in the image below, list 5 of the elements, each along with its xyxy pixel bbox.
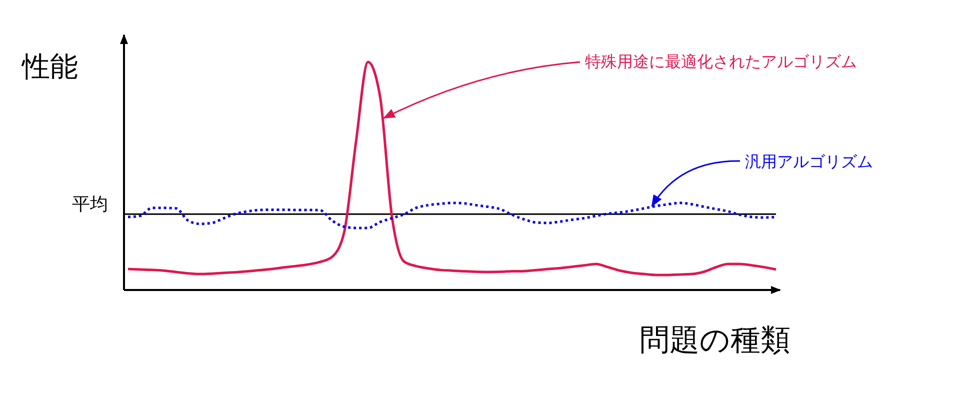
text: 汎用アルゴリズム: [745, 152, 873, 171]
text: 特殊用途に最適化されたアルゴリズム: [585, 52, 857, 71]
y-axis-title: 性能: [21, 50, 78, 83]
ref-line-label: 平均: [72, 194, 108, 216]
x-axis-title: 問題の種類: [640, 323, 790, 358]
